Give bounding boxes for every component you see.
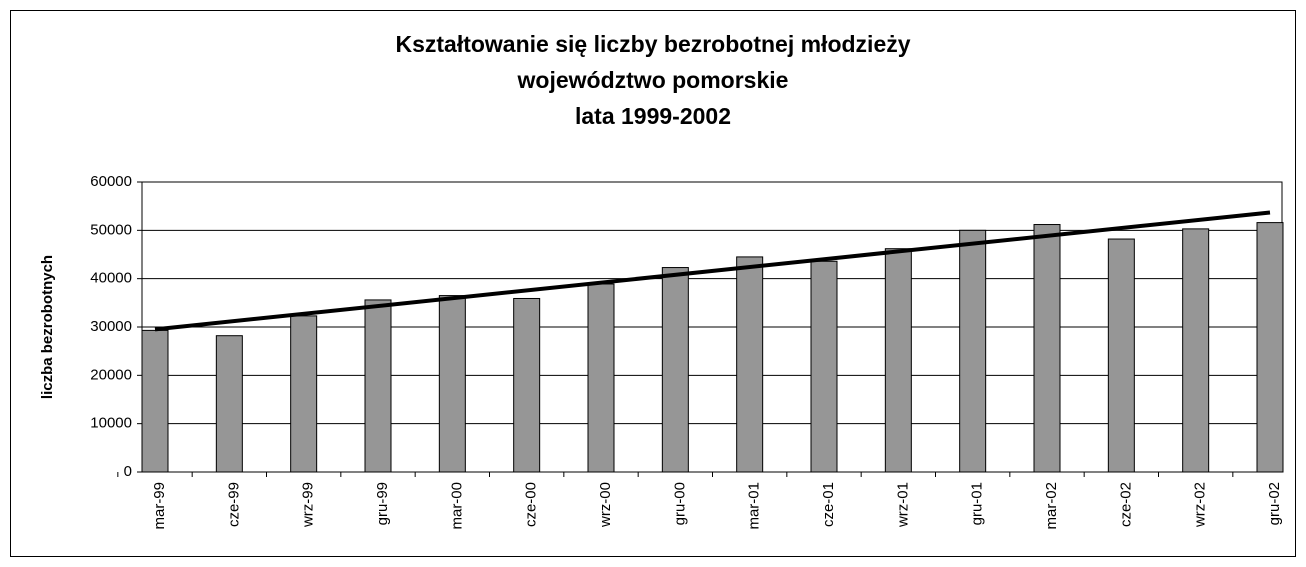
bar bbox=[884, 248, 912, 473]
bar bbox=[661, 267, 689, 473]
x-tick-label: wrz-00 bbox=[597, 482, 614, 528]
y-tick-label: 30000 bbox=[90, 318, 132, 335]
bar bbox=[587, 283, 615, 473]
bar bbox=[1107, 238, 1135, 473]
y-axis-label: liczba bezrobotnych bbox=[39, 255, 56, 399]
bar bbox=[1033, 224, 1061, 473]
x-tick-label: mar-02 bbox=[1043, 482, 1060, 530]
y-tick-label: 0 bbox=[124, 463, 132, 480]
x-tick-label: wrz-02 bbox=[1192, 482, 1209, 528]
x-tick-label: cze-02 bbox=[1117, 482, 1134, 527]
bar bbox=[141, 329, 169, 473]
trend-line bbox=[154, 210, 1271, 332]
y-tick-label: 40000 bbox=[90, 270, 132, 287]
y-tick-label: 10000 bbox=[90, 415, 132, 432]
x-tick-label: wrz-01 bbox=[894, 482, 911, 528]
bar bbox=[736, 256, 764, 473]
x-tick-label: wrz-99 bbox=[300, 482, 317, 528]
bar bbox=[513, 297, 541, 473]
x-tick-label: cze-01 bbox=[820, 482, 837, 527]
bar bbox=[215, 335, 243, 473]
bar bbox=[1182, 228, 1210, 473]
bar bbox=[810, 260, 838, 473]
chart-title: Kształtowanie się liczby bezrobotnej mło… bbox=[395, 31, 910, 57]
bar bbox=[290, 315, 318, 473]
x-tick-label: cze-00 bbox=[523, 482, 540, 527]
bar bbox=[1256, 222, 1284, 473]
chart-title: lata 1999-2002 bbox=[575, 103, 731, 129]
bar bbox=[438, 295, 466, 473]
x-tick-label: mar-01 bbox=[746, 482, 763, 530]
x-tick-label: mar-00 bbox=[448, 482, 465, 530]
y-tick-label: 60000 bbox=[90, 173, 132, 190]
x-tick-label: gru-00 bbox=[671, 482, 688, 525]
bar bbox=[959, 229, 987, 473]
x-tick-label: gru-01 bbox=[969, 482, 986, 525]
chart-title: województwo pomorskie bbox=[517, 67, 789, 93]
x-tick-label: cze-99 bbox=[225, 482, 242, 527]
x-tick-label: gru-99 bbox=[374, 482, 391, 525]
bar bbox=[364, 299, 392, 473]
y-tick-label: 50000 bbox=[90, 221, 132, 238]
x-tick-label: mar-99 bbox=[151, 482, 168, 530]
x-tick-label: gru-02 bbox=[1266, 482, 1283, 525]
y-tick-label: 20000 bbox=[90, 366, 132, 383]
